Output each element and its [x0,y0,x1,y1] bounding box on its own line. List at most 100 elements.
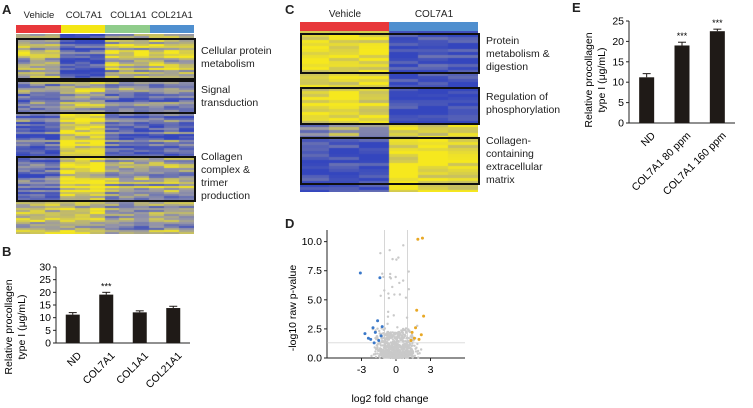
point-nonsig [393,331,396,335]
y-tick-label: 15 [612,56,624,68]
panel-e-letter: E [572,0,581,15]
point-nonsig [396,352,399,355]
x-tick-label: 3 [428,364,434,376]
point-nonsig [399,349,402,353]
point-nonsig [388,275,392,279]
point-up [417,337,421,341]
point-nonsig [378,347,382,350]
point-down [366,336,370,340]
x-tick-label: ND [65,350,85,370]
cluster-label-c2: Regulation of phosphorylation [486,91,561,116]
group-label-c-col7a1: COL7A1 [414,9,454,20]
point-nonsig [416,352,420,355]
point-nonsig [402,244,405,247]
point-nonsig [397,347,400,350]
point-down [373,330,377,334]
point-nonsig [407,328,410,331]
point-nonsig [383,289,386,292]
point-nonsig [386,315,390,318]
chart-d-ylabel: -log10 raw p-value [287,265,299,352]
group-label-col1a1: COL1A1 [110,10,147,21]
x-tick-label: 0 [393,364,399,376]
heatmap-a-groupbar [16,25,194,33]
groupbar-c-col7a1 [389,22,478,31]
groupbar-c-vehicle [300,22,389,31]
point-nonsig [398,293,402,296]
point-nonsig [398,345,401,348]
point-nonsig [417,356,420,359]
point-nonsig [392,352,395,355]
point-nonsig [411,341,414,345]
chart-b-ylabel-line1: Relative procollagen [3,279,15,374]
point-nonsig [408,330,412,334]
chart-e-ylabel-line1: Relative procollagen [583,32,595,127]
point-nonsig [382,353,385,356]
point-nonsig [388,333,391,336]
point-nonsig [404,327,408,330]
point-nonsig [374,336,377,340]
point-nonsig [410,344,413,348]
point-nonsig [401,348,404,351]
cluster-box-c1 [300,33,480,74]
point-nonsig [387,296,391,300]
point-nonsig [414,347,417,351]
bar-col7a1 [99,294,114,343]
point-nonsig [395,258,398,261]
point-down [379,334,383,338]
point-up [410,330,414,334]
point-nonsig [386,341,389,344]
point-nonsig [377,354,381,358]
point-nonsig [403,328,406,332]
cluster-box-a1 [16,38,196,80]
cluster-box-c2 [300,87,480,125]
point-nonsig [395,356,398,360]
point-nonsig [400,331,404,334]
point-nonsig [381,272,384,275]
cluster-label-c3: Collagen-containing extracellular matrix [486,135,543,186]
point-nonsig [407,288,411,291]
point-nonsig [399,338,403,342]
point-nonsig [392,346,396,350]
panel-d-letter: D [285,216,295,231]
point-nonsig [391,338,395,341]
point-nonsig [378,329,381,333]
point-nonsig [411,335,414,338]
point-nonsig [400,329,403,332]
x-tick-label: -3 [357,364,366,376]
point-nonsig [405,316,409,319]
point-up [422,314,426,318]
point-nonsig [404,296,408,299]
point-nonsig [381,344,384,347]
point-nonsig [383,344,387,348]
point-nonsig [382,340,385,343]
point-nonsig [401,279,405,282]
point-up [409,339,413,343]
point-up [415,308,419,312]
point-nonsig [413,344,416,347]
cluster-box-a2 [16,80,196,114]
point-nonsig [393,342,397,345]
panel-c-letter: C [285,2,295,17]
bar-col21a1 [166,308,181,343]
y-tick-label: 5 [45,325,51,337]
x-tick-label: COL7A1 [81,350,118,387]
point-nonsig [375,335,378,338]
cluster-box-c3 [300,137,480,185]
point-nonsig [401,355,405,358]
point-nonsig [416,342,419,346]
bar-col1a1 [132,312,147,343]
chart-d-xlabel: log2 fold change [351,393,428,405]
point-nonsig [387,292,390,295]
bar-nd [65,314,80,343]
point-nonsig [394,346,398,350]
point-nonsig [394,275,397,279]
point-nonsig [388,343,391,346]
point-nonsig [410,354,413,358]
point-nonsig [379,251,382,255]
point-up [414,326,418,330]
point-nonsig [404,334,407,338]
point-nonsig [379,351,383,355]
point-nonsig [416,324,419,328]
point-down [371,326,375,330]
point-up [416,237,420,241]
